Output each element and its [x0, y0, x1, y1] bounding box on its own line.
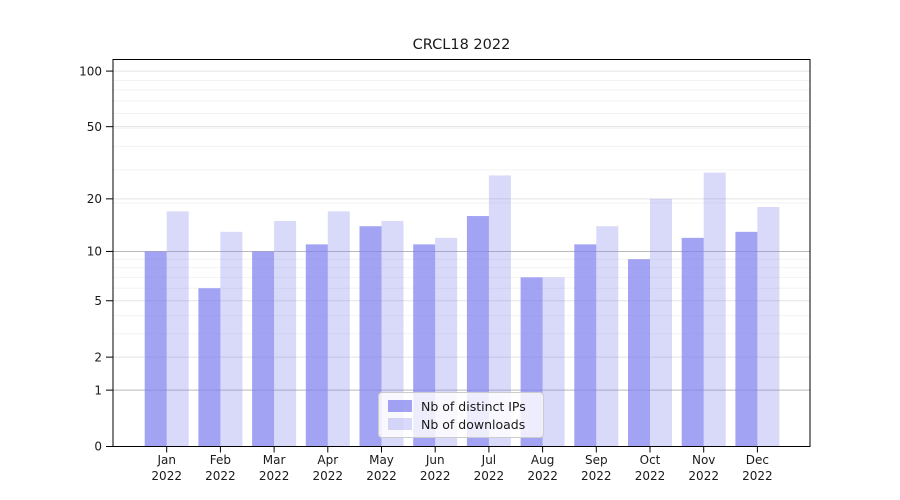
y-tick-label: 0 [94, 440, 102, 454]
x-tick-label-month: Oct [640, 453, 661, 467]
bar-distinct-ips [198, 288, 221, 447]
bar-downloads [703, 172, 726, 447]
bar-distinct-ips [144, 251, 167, 447]
x-tick-label-year: 2022 [420, 469, 451, 483]
bar-downloads [220, 231, 243, 447]
x-tick-label-month: Feb [210, 453, 231, 467]
y-tick-label: 10 [87, 245, 102, 259]
y-tick-label: 20 [87, 192, 102, 206]
x-tick-label-year: 2022 [635, 469, 666, 483]
bar-distinct-ips [305, 244, 328, 447]
x-tick-label-year: 2022 [688, 469, 719, 483]
plot-border [112, 59, 811, 447]
legend-label-downloads: Nb of downloads [421, 416, 526, 432]
y-tick-label: 5 [94, 294, 102, 308]
bar-distinct-ips [359, 226, 382, 447]
x-tick-label-year: 2022 [313, 469, 344, 483]
bar-downloads [166, 211, 189, 447]
bar-distinct-ips [466, 216, 489, 447]
x-tick-label-month: Dec [746, 453, 769, 467]
legend-label-distinct-ips: Nb of distinct IPs [421, 398, 526, 414]
bar-distinct-ips [574, 244, 597, 447]
x-tick-label-month: Apr [317, 453, 338, 467]
bar-downloads [274, 220, 297, 447]
chart-title: CRCL18 2022 [412, 37, 511, 53]
legend-swatch-downloads [388, 418, 412, 430]
bar-downloads [488, 175, 511, 447]
x-tick-label-month: Jul [481, 453, 496, 467]
x-tick-label-year: 2022 [366, 469, 397, 483]
x-tick-label-year: 2022 [527, 469, 558, 483]
x-tick-label-month: Jan [156, 453, 176, 467]
y-tick-label: 1 [94, 383, 102, 397]
y-tick-label: 50 [87, 120, 102, 134]
x-tick-label-year: 2022 [205, 469, 236, 483]
legend-row-downloads: Nb of downloads [388, 417, 543, 432]
x-tick-label-year: 2022 [259, 469, 290, 483]
x-tick-label-year: 2022 [151, 469, 182, 483]
y-tick-label: 100 [79, 64, 102, 78]
x-tick-label-month: Jun [425, 453, 445, 467]
bar-distinct-ips [252, 251, 275, 447]
x-tick-label-month: Nov [692, 453, 715, 467]
bar-downloads [596, 226, 619, 447]
x-tick-label-month: Mar [263, 453, 286, 467]
bar-downloads [650, 198, 672, 447]
bar-downloads [542, 277, 565, 447]
bar-distinct-ips [681, 237, 704, 447]
legend-row-distinct-ips: Nb of distinct IPs [388, 399, 543, 414]
x-tick-label-year: 2022 [742, 469, 773, 483]
legend: Nb of distinct IPs Nb of downloads [378, 392, 544, 438]
x-tick-label-month: May [369, 453, 394, 467]
bar-downloads [381, 220, 404, 447]
x-tick-label-year: 2022 [474, 469, 505, 483]
x-tick-label-month: Aug [531, 453, 554, 467]
x-tick-label-month: Sep [585, 453, 608, 467]
y-tick-label: 2 [94, 350, 102, 364]
bar-downloads [327, 211, 350, 447]
bar-distinct-ips [628, 259, 650, 447]
legend-swatch-distinct-ips [388, 400, 412, 412]
x-tick-label-year: 2022 [581, 469, 612, 483]
bar-distinct-ips [735, 231, 758, 447]
bar-downloads [757, 206, 780, 447]
